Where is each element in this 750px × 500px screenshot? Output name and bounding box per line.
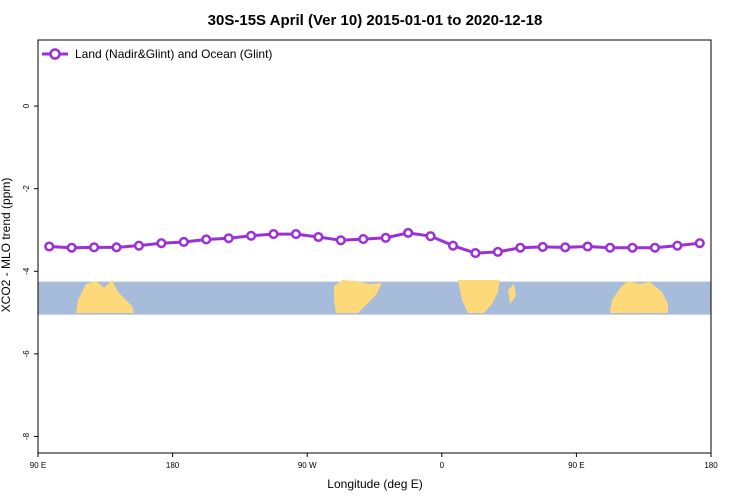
data-point (627, 242, 638, 253)
data-point (649, 242, 660, 253)
y-axis: 0 -2 -4 -6 -8 (22, 103, 38, 440)
land-south-america-1 (334, 280, 382, 313)
plot-frame (37, 39, 712, 454)
x-tick-label: 90 E (30, 461, 46, 470)
data-point (290, 229, 302, 240)
data-point (425, 231, 436, 242)
data-point (537, 241, 548, 252)
data-point (605, 242, 616, 253)
data-point (358, 234, 369, 245)
data-point (313, 231, 324, 243)
series-line (49, 231, 700, 255)
data-point (111, 242, 122, 253)
x-tick-label: 180 (704, 461, 718, 470)
data-point (178, 236, 189, 248)
data-point (156, 238, 167, 249)
legend-marker (49, 48, 61, 60)
legend-label: Land (Nadir&Glint) and Ocean (Glint) (75, 47, 272, 61)
data-point (268, 229, 279, 240)
y-tick-label: -2 (22, 185, 31, 193)
data-point (335, 235, 346, 246)
land-australia-2 (610, 281, 668, 313)
world-map-band (38, 280, 711, 315)
legend: Land (Nadir&Glint) and Ocean (Glint) (42, 47, 272, 61)
y-tick-label: -8 (22, 432, 31, 440)
y-tick-label: -6 (22, 350, 31, 358)
data-point (694, 238, 705, 249)
data-point (201, 234, 212, 245)
x-tick-label: 90 E (568, 461, 584, 470)
data-point (672, 240, 683, 251)
data-point (515, 242, 526, 253)
y-axis-label: XCO2 - MLO trend (ppm) (0, 178, 13, 313)
x-tick-label: 180 (166, 461, 180, 470)
x-tick-label: 0 (440, 461, 445, 470)
data-point (470, 248, 481, 259)
x-axis-label: Longitude (deg E) (327, 477, 422, 491)
y-tick-label: -4 (22, 267, 31, 275)
data-point (66, 242, 77, 253)
data-point (447, 240, 459, 251)
data-point (492, 246, 503, 257)
data-point (246, 230, 257, 241)
data-point (133, 240, 144, 251)
y-tick-label: 0 (22, 103, 31, 108)
land-australia-1 (76, 280, 134, 313)
series-layer (44, 227, 705, 259)
data-point (403, 227, 414, 238)
data-point (380, 232, 391, 243)
x-tick-label: 90 W (298, 461, 317, 470)
data-point (89, 242, 100, 253)
land-africa (458, 280, 500, 313)
data-point (582, 241, 593, 252)
data-point (44, 241, 55, 252)
x-axis: 90 E 180 90 W 0 90 E 180 (30, 453, 718, 470)
land-madagascar (508, 284, 516, 304)
chart-title: 30S-15S April (Ver 10) 2015-01-01 to 202… (208, 12, 543, 29)
data-point (560, 242, 571, 253)
data-point (223, 233, 234, 244)
